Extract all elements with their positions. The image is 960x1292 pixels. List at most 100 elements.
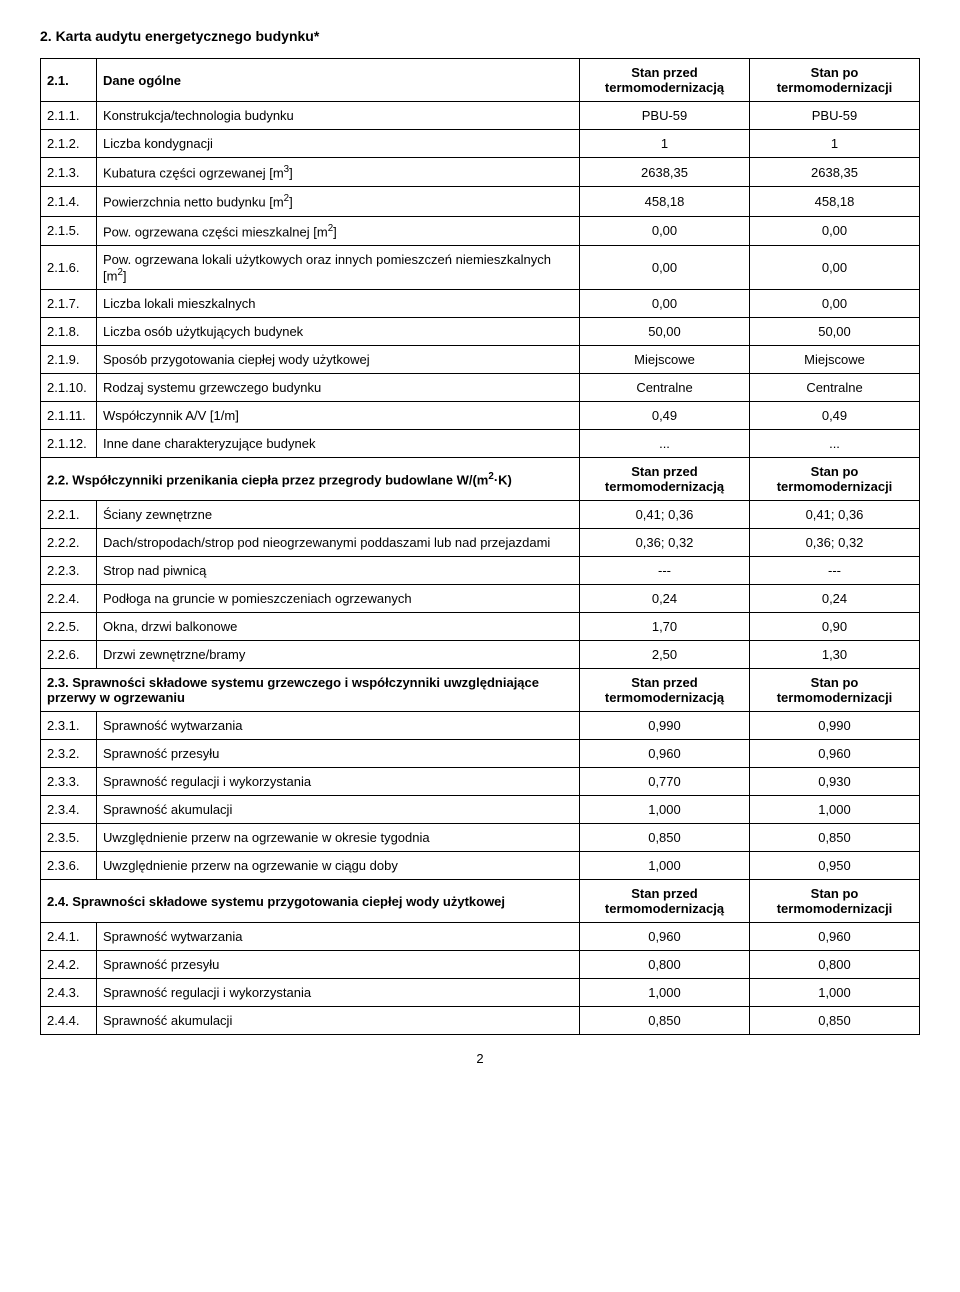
row-num: 2.4.4. (41, 1007, 97, 1035)
row-before: 1 (580, 130, 750, 158)
table-row: 2.2.3.Strop nad piwnicą------ (41, 557, 920, 585)
row-num: 2.3.5. (41, 824, 97, 852)
row-before: Centralne (580, 374, 750, 402)
table-row: 2.1.5.Pow. ogrzewana części mieszkalnej … (41, 216, 920, 245)
row-num: 2.3.6. (41, 852, 97, 880)
row-desc: Drzwi zewnętrzne/bramy (97, 641, 580, 669)
row-num: 2.1.11. (41, 402, 97, 430)
row-desc: Sprawność przesyłu (97, 951, 580, 979)
row-after: --- (750, 557, 920, 585)
audit-table: 2.1.Dane ogólneStan przed termomoderniza… (40, 58, 920, 1035)
row-num: 2.4.3. (41, 979, 97, 1007)
row-before: 0,800 (580, 951, 750, 979)
page-number: 2 (40, 1051, 920, 1066)
row-desc: Kubatura części ogrzewanej [m3] (97, 158, 580, 187)
table-row: 2.3.5.Uwzględnienie przerw na ogrzewanie… (41, 824, 920, 852)
col-after-header: Stan po termomodernizacji (750, 458, 920, 501)
row-desc: Sprawność regulacji i wykorzystania (97, 768, 580, 796)
row-num: 2.1.1. (41, 102, 97, 130)
row-desc: Współczynnik A/V [1/m] (97, 402, 580, 430)
row-desc: Podłoga na gruncie w pomieszczeniach ogr… (97, 585, 580, 613)
table-row: 2.1.8.Liczba osób użytkujących budynek50… (41, 318, 920, 346)
row-after: 1,000 (750, 979, 920, 1007)
table-row: 2.4.1.Sprawność wytwarzania0,9600,960 (41, 923, 920, 951)
row-num: 2.1.5. (41, 216, 97, 245)
row-after: 0,00 (750, 245, 920, 289)
section-header: 2.2. Współczynniki przenikania ciepła pr… (41, 458, 920, 501)
table-row: 2.1.7.Liczba lokali mieszkalnych0,000,00 (41, 290, 920, 318)
row-after: 0,990 (750, 712, 920, 740)
table-row: 2.4.3.Sprawność regulacji i wykorzystani… (41, 979, 920, 1007)
row-after: 0,850 (750, 824, 920, 852)
row-desc: Pow. ogrzewana lokali użytkowych oraz in… (97, 245, 580, 289)
section-header: 2.1.Dane ogólneStan przed termomoderniza… (41, 59, 920, 102)
section-header: 2.4. Sprawności składowe systemu przygot… (41, 880, 920, 923)
table-row: 2.3.1.Sprawność wytwarzania0,9900,990 (41, 712, 920, 740)
table-row: 2.3.4.Sprawność akumulacji1,0001,000 (41, 796, 920, 824)
row-before: 0,850 (580, 1007, 750, 1035)
row-after: 0,49 (750, 402, 920, 430)
row-desc: Sprawność akumulacji (97, 1007, 580, 1035)
row-desc: Liczba osób użytkujących budynek (97, 318, 580, 346)
row-after: 0,00 (750, 216, 920, 245)
row-before: 0,00 (580, 290, 750, 318)
table-row: 2.4.2.Sprawność przesyłu0,8000,800 (41, 951, 920, 979)
row-before: 1,70 (580, 613, 750, 641)
table-row: 2.1.10.Rodzaj systemu grzewczego budynku… (41, 374, 920, 402)
row-desc: Konstrukcja/technologia budynku (97, 102, 580, 130)
row-before: --- (580, 557, 750, 585)
table-row: 2.2.1.Ściany zewnętrzne0,41; 0,360,41; 0… (41, 501, 920, 529)
row-desc: Dach/stropodach/strop pod nieogrzewanymi… (97, 529, 580, 557)
row-before: PBU-59 (580, 102, 750, 130)
row-after: 0,41; 0,36 (750, 501, 920, 529)
row-num: 2.2.3. (41, 557, 97, 585)
table-row: 2.1.9.Sposób przygotowania ciepłej wody … (41, 346, 920, 374)
row-before: 0,960 (580, 740, 750, 768)
row-before: 0,49 (580, 402, 750, 430)
row-num: 2.2.4. (41, 585, 97, 613)
row-num: 2.1.12. (41, 430, 97, 458)
row-before: 0,41; 0,36 (580, 501, 750, 529)
row-before: 2,50 (580, 641, 750, 669)
table-row: 2.1.1.Konstrukcja/technologia budynkuPBU… (41, 102, 920, 130)
col-after-header: Stan po termomodernizacji (750, 669, 920, 712)
row-after: 0,800 (750, 951, 920, 979)
row-desc: Okna, drzwi balkonowe (97, 613, 580, 641)
row-before: 0,960 (580, 923, 750, 951)
row-before: 2638,35 (580, 158, 750, 187)
section-label: 2.2. Współczynniki przenikania ciepła pr… (41, 458, 580, 501)
row-after: Centralne (750, 374, 920, 402)
row-desc: Strop nad piwnicą (97, 557, 580, 585)
row-num: 2.1.6. (41, 245, 97, 289)
row-before: 0,850 (580, 824, 750, 852)
section-label: 2.3. Sprawności składowe systemu grzewcz… (41, 669, 580, 712)
table-row: 2.1.3.Kubatura części ogrzewanej [m3]263… (41, 158, 920, 187)
row-num: 2.1.9. (41, 346, 97, 374)
section-num: 2.1. (41, 59, 97, 102)
table-row: 2.2.2.Dach/stropodach/strop pod nieogrze… (41, 529, 920, 557)
row-after: 50,00 (750, 318, 920, 346)
row-before: 1,000 (580, 852, 750, 880)
row-desc: Pow. ogrzewana części mieszkalnej [m2] (97, 216, 580, 245)
table-row: 2.4.4.Sprawność akumulacji0,8500,850 (41, 1007, 920, 1035)
row-after: 0,930 (750, 768, 920, 796)
row-after: 1 (750, 130, 920, 158)
table-row: 2.3.3.Sprawność regulacji i wykorzystani… (41, 768, 920, 796)
table-row: 2.1.2.Liczba kondygnacji11 (41, 130, 920, 158)
row-before: 0,990 (580, 712, 750, 740)
row-desc: Sprawność regulacji i wykorzystania (97, 979, 580, 1007)
row-before: 0,36; 0,32 (580, 529, 750, 557)
row-before: 0,00 (580, 245, 750, 289)
col-after-header: Stan po termomodernizacji (750, 880, 920, 923)
row-before: 1,000 (580, 979, 750, 1007)
row-num: 2.2.5. (41, 613, 97, 641)
row-after: 0,36; 0,32 (750, 529, 920, 557)
row-desc: Sprawność wytwarzania (97, 712, 580, 740)
table-row: 2.1.4.Powierzchnia netto budynku [m2]458… (41, 187, 920, 216)
table-row: 2.1.11.Współczynnik A/V [1/m]0,490,49 (41, 402, 920, 430)
row-after: 0,950 (750, 852, 920, 880)
page-title: 2. Karta audytu energetycznego budynku* (40, 28, 920, 44)
row-after: 458,18 (750, 187, 920, 216)
section-label: Dane ogólne (97, 59, 580, 102)
table-row: 2.3.2.Sprawność przesyłu0,9600,960 (41, 740, 920, 768)
